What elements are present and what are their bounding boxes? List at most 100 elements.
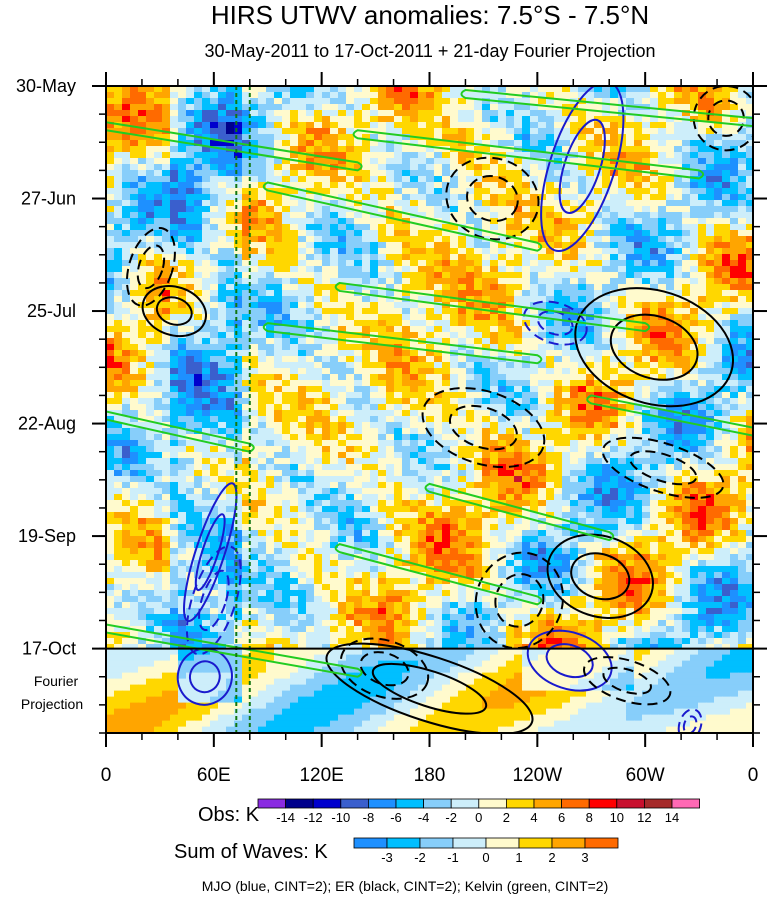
obs-cell	[426, 356, 435, 363]
obs-cell	[474, 164, 483, 171]
obs-cell	[426, 308, 435, 315]
obs-cell	[314, 410, 323, 417]
obs-cell	[338, 170, 347, 177]
obs-cell	[162, 380, 171, 387]
obs-cell	[722, 362, 731, 369]
obs-cell	[722, 158, 731, 165]
obs-cell	[634, 314, 643, 321]
obs-cell	[418, 350, 427, 357]
obs-cell	[154, 116, 163, 123]
obs-cell	[394, 170, 403, 177]
obs-cell	[106, 344, 115, 351]
obs-cell	[346, 188, 355, 195]
obs-cell	[114, 302, 123, 309]
obs-cell	[242, 158, 251, 165]
obs-cell	[138, 446, 147, 453]
obs-cell	[418, 428, 427, 435]
obs-cell	[330, 338, 339, 345]
obs-cell	[122, 176, 131, 183]
obs-cell	[322, 404, 331, 411]
obs-cell	[626, 170, 635, 177]
obs-cell	[642, 170, 651, 177]
obs-cell	[338, 254, 347, 261]
obs-cell	[474, 182, 483, 189]
obs-cell	[266, 344, 275, 351]
obs-cell	[282, 290, 291, 297]
obs-cell	[290, 380, 299, 387]
obs-cell	[186, 206, 195, 213]
obs-cell	[586, 344, 595, 351]
obs-cell	[218, 278, 227, 285]
obs-cell	[362, 206, 371, 213]
obs-cell	[194, 368, 203, 375]
obs-cell	[154, 206, 163, 213]
obs-cell	[266, 230, 275, 237]
obs-cell	[666, 212, 675, 219]
obs-cell	[370, 308, 379, 315]
obs-cell	[466, 410, 475, 417]
obs-cell	[394, 314, 403, 321]
obs-cell	[578, 140, 587, 147]
obs-cell	[362, 440, 371, 447]
obs-cell	[178, 146, 187, 153]
obs-cell	[106, 176, 115, 183]
obs-cell	[570, 416, 579, 423]
obs-cell	[530, 98, 539, 105]
obs-cell	[354, 242, 363, 249]
obs-cell	[322, 134, 331, 141]
obs-cell	[690, 416, 699, 423]
obs-cell	[674, 320, 683, 327]
obs-cell	[162, 122, 171, 129]
obs-cell	[554, 140, 563, 147]
obs-cell	[602, 200, 611, 207]
obs-cell	[122, 386, 131, 393]
obs-cell	[370, 122, 379, 129]
obs-cell	[138, 122, 147, 129]
obs-cell	[370, 92, 379, 99]
obs-cell	[482, 116, 491, 123]
obs-cell	[130, 404, 139, 411]
obs-cell	[370, 392, 379, 399]
obs-cell	[458, 212, 467, 219]
obs-cell	[354, 218, 363, 225]
obs-cell	[474, 200, 483, 207]
obs-cell	[362, 296, 371, 303]
obs-cell	[602, 422, 611, 429]
obs-cell	[506, 320, 515, 327]
obs-cell	[402, 122, 411, 129]
obs-cell	[434, 230, 443, 237]
obs-cell	[618, 248, 627, 255]
obs-cell	[594, 392, 603, 399]
obs-cell	[426, 182, 435, 189]
obs-cell	[458, 362, 467, 369]
obs-cell	[186, 224, 195, 231]
obs-cell	[658, 410, 667, 417]
obs-cell	[506, 176, 515, 183]
obs-cell	[306, 140, 315, 147]
obs-cell	[138, 278, 147, 285]
obs-cell	[402, 338, 411, 345]
obs-cell	[274, 194, 283, 201]
obs-cell	[530, 86, 539, 93]
obs-cell	[330, 86, 339, 93]
obs-cell	[178, 404, 187, 411]
obs-cell	[458, 290, 467, 297]
obs-cell	[706, 86, 715, 93]
obs-cell	[450, 332, 459, 339]
obs-cell	[146, 290, 155, 297]
obs-cell	[410, 248, 419, 255]
obs-cell	[490, 356, 499, 363]
obs-cell	[314, 236, 323, 243]
obs-cell	[530, 302, 539, 309]
obs-cell	[146, 194, 155, 201]
obs-cell	[690, 368, 699, 375]
obs-cell	[306, 182, 315, 189]
obs-cell	[570, 260, 579, 267]
obs-cell	[546, 440, 555, 447]
obs-cell	[346, 170, 355, 177]
obs-cell	[714, 104, 723, 111]
obs-cell	[682, 404, 691, 411]
obs-cell	[562, 278, 571, 285]
obs-cell	[634, 440, 643, 447]
obs-cell	[610, 272, 619, 279]
